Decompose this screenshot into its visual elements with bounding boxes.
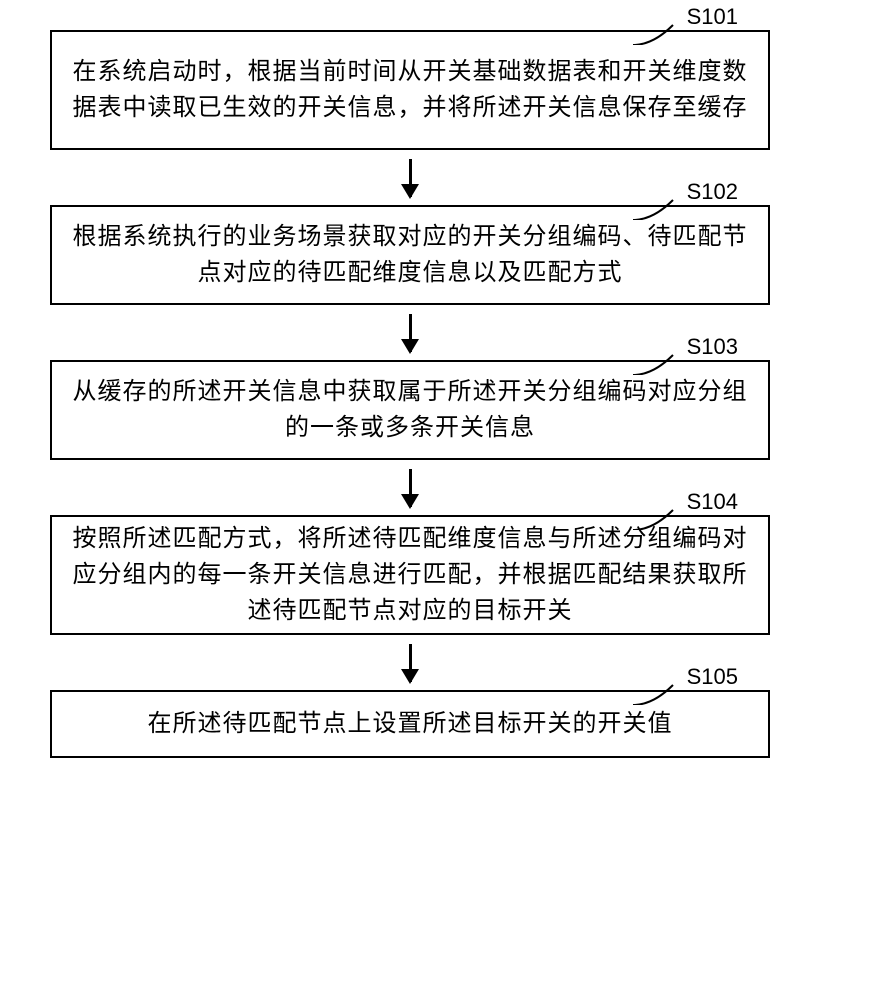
leader-line bbox=[633, 20, 678, 45]
step-box-s105: S105 在所述待匹配节点上设置所述目标开关的开关值 bbox=[50, 690, 770, 758]
step-label: S101 bbox=[687, 4, 738, 30]
step-text: 按照所述匹配方式，将所述待匹配维度信息与所述分组编码对应分组内的每一条开关信息进… bbox=[72, 521, 748, 629]
step-label: S102 bbox=[687, 179, 738, 205]
step-label: S103 bbox=[687, 334, 738, 360]
arrow-down-icon bbox=[409, 159, 412, 197]
step-text: 从缓存的所述开关信息中获取属于所述开关分组编码对应分组的一条或多条开关信息 bbox=[72, 374, 748, 446]
step-box-s101: S101 在系统启动时，根据当前时间从开关基础数据表和开关维度数据表中读取已生效… bbox=[50, 30, 770, 150]
arrow-down-icon bbox=[409, 644, 412, 682]
arrow-down-icon bbox=[409, 469, 412, 507]
step-box-s104: S104 按照所述匹配方式，将所述待匹配维度信息与所述分组编码对应分组内的每一条… bbox=[50, 515, 770, 635]
leader-line bbox=[633, 680, 678, 705]
step-text: 根据系统执行的业务场景获取对应的开关分组编码、待匹配节点对应的待匹配维度信息以及… bbox=[72, 219, 748, 291]
flowchart-container: S101 在系统启动时，根据当前时间从开关基础数据表和开关维度数据表中读取已生效… bbox=[50, 30, 820, 758]
leader-line bbox=[633, 350, 678, 375]
leader-line bbox=[633, 505, 678, 530]
step-text: 在系统启动时，根据当前时间从开关基础数据表和开关维度数据表中读取已生效的开关信息… bbox=[72, 54, 748, 126]
step-box-s103: S103 从缓存的所述开关信息中获取属于所述开关分组编码对应分组的一条或多条开关… bbox=[50, 360, 770, 460]
arrow-down-icon bbox=[409, 314, 412, 352]
step-label: S104 bbox=[687, 489, 738, 515]
step-box-s102: S102 根据系统执行的业务场景获取对应的开关分组编码、待匹配节点对应的待匹配维… bbox=[50, 205, 770, 305]
step-label: S105 bbox=[687, 664, 738, 690]
step-text: 在所述待匹配节点上设置所述目标开关的开关值 bbox=[148, 706, 673, 742]
leader-line bbox=[633, 195, 678, 220]
